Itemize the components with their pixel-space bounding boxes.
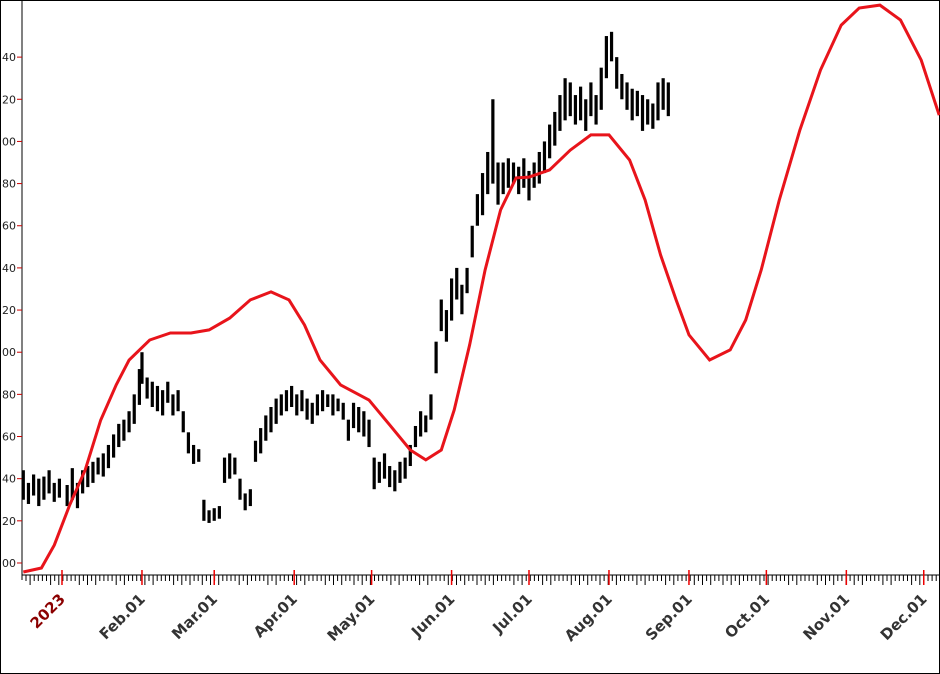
y-tick-label: 40 <box>2 473 16 486</box>
cycle-line <box>22 3 940 574</box>
y-tick-label: 80 <box>2 178 16 191</box>
y-tick-label: 00 <box>2 346 16 359</box>
y-tick-label: 20 <box>2 93 16 106</box>
y-tick-label: 00 <box>2 557 16 570</box>
y-tick-label: 60 <box>2 220 16 233</box>
y-tick-label: 80 <box>2 388 16 401</box>
y-tick-label: 20 <box>2 304 16 317</box>
y-tick-label: 40 <box>2 51 16 64</box>
y-tick-label: 60 <box>2 431 16 444</box>
y-tick-label: 40 <box>2 262 16 275</box>
y-tick-label: 00 <box>2 135 16 148</box>
y-tick-label: 20 <box>2 515 16 528</box>
